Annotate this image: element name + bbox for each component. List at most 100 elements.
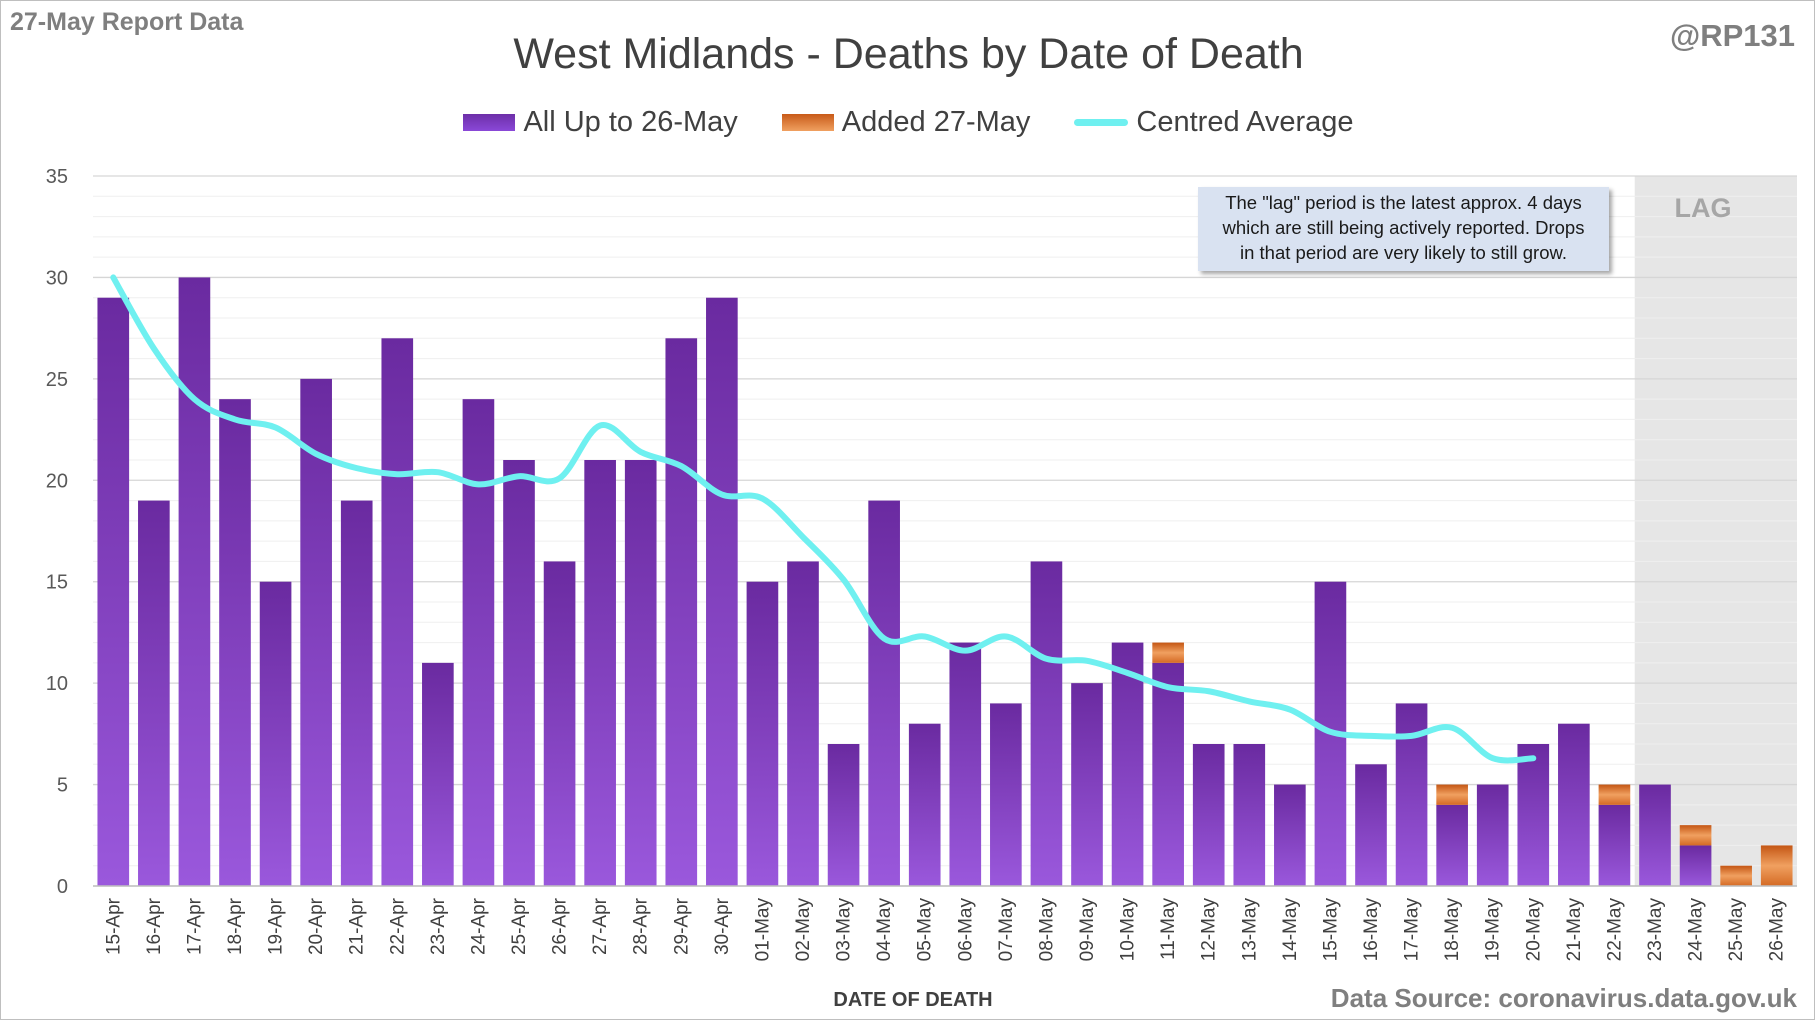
- lag-label: LAG: [1675, 193, 1732, 223]
- bar-added-27-may: [1679, 825, 1712, 846]
- legend-swatch-added: [781, 114, 834, 131]
- legend-item-average: Centred Average: [1074, 106, 1354, 139]
- data-source-label: Data Source: coronavirus.data.gov.uk: [1330, 983, 1797, 1013]
- bar-all-up-to-26-may: [1558, 723, 1590, 886]
- x-tick-label: 05-May: [915, 898, 936, 962]
- bar-all-up-to-26-may: [1355, 764, 1387, 886]
- x-tick-label: 27-Apr: [590, 897, 611, 955]
- x-tick-label: 07-May: [996, 898, 1017, 962]
- bar-all-up-to-26-may: [787, 561, 819, 886]
- y-tick-label: 10: [46, 673, 68, 695]
- x-tick-label: 13-May: [1239, 898, 1260, 962]
- bar-all-up-to-26-may: [1233, 744, 1266, 886]
- lag-note-line: The "lag" period is the latest approx. 4…: [1225, 192, 1582, 213]
- bar-all-up-to-26-may: [949, 642, 982, 886]
- bar-all-up-to-26-may: [1639, 784, 1671, 886]
- centred-average-line: [110, 274, 1537, 764]
- bar-all-up-to-26-may: [1030, 561, 1063, 886]
- x-tick-label: 16-May: [1361, 898, 1382, 962]
- y-tick-label: 15: [46, 572, 68, 594]
- bar-all-up-to-26-may: [990, 703, 1022, 886]
- lag-note-line: in that period are very likely to still …: [1240, 242, 1567, 263]
- y-tick-label: 35: [46, 166, 68, 188]
- bar-all-up-to-26-may: [97, 297, 130, 886]
- x-tick-label: 18-Apr: [225, 897, 246, 955]
- bar-all-up-to-26-may: [1071, 683, 1103, 886]
- lag-note-line: which are still being actively reported.…: [1222, 217, 1585, 238]
- bar-all-up-to-26-may: [219, 399, 251, 886]
- legend-label-added: Added 27-May: [841, 106, 1031, 138]
- bar-added-27-may: [1436, 784, 1468, 805]
- bar-all-up-to-26-may: [259, 581, 292, 886]
- x-tick-label: 26-May: [1767, 898, 1788, 962]
- bar-all-up-to-26-may: [665, 338, 698, 886]
- x-tick-label: 24-May: [1686, 898, 1707, 962]
- report-date-label: 27-May Report Data: [10, 8, 244, 36]
- legend-item-added: Added 27-May: [781, 106, 1031, 139]
- chart-title: West Midlands - Deaths by Date of Death: [513, 30, 1304, 78]
- x-tick-label: 17-May: [1402, 898, 1423, 962]
- x-tick-label: 09-May: [1077, 898, 1098, 962]
- x-tick-label: 23-Apr: [428, 897, 449, 955]
- bar-all-up-to-26-may: [300, 378, 332, 886]
- bar-all-up-to-26-may: [1152, 662, 1184, 886]
- x-tick-label: 20-Apr: [306, 897, 327, 955]
- x-axis-title: DATE OF DEATH: [833, 989, 992, 1011]
- bar-all-up-to-26-may: [1274, 784, 1306, 886]
- bar-added-27-may: [1152, 642, 1184, 663]
- bar-all-up-to-26-may: [1598, 804, 1631, 886]
- x-tick-label: 15-May: [1320, 898, 1341, 962]
- bar-all-up-to-26-may: [1679, 845, 1712, 886]
- lag-note-box: The "lag" period is the latest approx. 4…: [1198, 187, 1609, 271]
- legend-label-all: All Up to 26-May: [523, 106, 738, 138]
- bar-all-up-to-26-may: [381, 338, 414, 886]
- lag-shade-region: [1634, 176, 1797, 886]
- x-tick-label: 28-Apr: [631, 897, 652, 955]
- x-tick-label: 02-May: [793, 898, 814, 962]
- bar-all-up-to-26-may: [908, 723, 941, 886]
- bar-all-up-to-26-may: [584, 460, 616, 886]
- x-tick-label: 21-May: [1564, 898, 1585, 962]
- x-tick-label: 01-May: [752, 898, 773, 962]
- y-tick-label: 25: [46, 369, 68, 391]
- bar-all-up-to-26-may: [1517, 744, 1550, 886]
- x-tick-label: 10-May: [1118, 898, 1139, 962]
- bar-all-up-to-26-may: [706, 297, 738, 886]
- x-tick-label: 30-Apr: [712, 897, 733, 955]
- x-tick-label: 20-May: [1523, 898, 1544, 962]
- x-tick-label: 22-Apr: [387, 897, 408, 955]
- bar-added-27-may: [1598, 784, 1631, 805]
- bar-all-up-to-26-may: [868, 500, 900, 886]
- x-tick-label: 21-Apr: [347, 897, 368, 955]
- bar-all-up-to-26-may: [543, 561, 576, 886]
- x-tick-label: 24-Apr: [468, 897, 489, 955]
- bar-all-up-to-26-may: [624, 460, 657, 886]
- bar-all-up-to-26-may: [462, 399, 495, 886]
- bar-all-up-to-26-may: [503, 460, 535, 886]
- x-tick-label: 26-Apr: [550, 897, 571, 955]
- x-tick-label: 15-Apr: [103, 897, 124, 955]
- bar-all-up-to-26-may: [138, 500, 170, 886]
- y-tick-label: 5: [57, 775, 68, 797]
- x-tick-label: 19-May: [1483, 898, 1504, 962]
- bar-all-up-to-26-may: [827, 744, 860, 886]
- legend-label-average: Centred Average: [1136, 106, 1354, 138]
- x-tick-label: 11-May: [1158, 898, 1179, 960]
- y-tick-label: 0: [57, 876, 68, 898]
- y-tick-label: 30: [46, 267, 68, 289]
- bar-all-up-to-26-may: [746, 581, 779, 886]
- legend: All Up to 26-May Added 27-May Centred Av…: [0, 106, 1817, 139]
- x-tick-label: 29-Apr: [671, 897, 692, 955]
- x-tick-label: 25-Apr: [509, 897, 530, 955]
- x-tick-label: 08-May: [1036, 898, 1057, 962]
- x-tick-label: 18-May: [1442, 898, 1463, 962]
- x-tick-label: 14-May: [1280, 898, 1301, 962]
- legend-item-all: All Up to 26-May: [463, 106, 738, 139]
- bar-all-up-to-26-may: [1476, 784, 1509, 886]
- bar-all-up-to-26-may: [422, 662, 454, 886]
- x-tick-label: 06-May: [955, 898, 976, 962]
- x-tick-label: 23-May: [1645, 898, 1666, 962]
- x-tick-label: 03-May: [834, 898, 855, 962]
